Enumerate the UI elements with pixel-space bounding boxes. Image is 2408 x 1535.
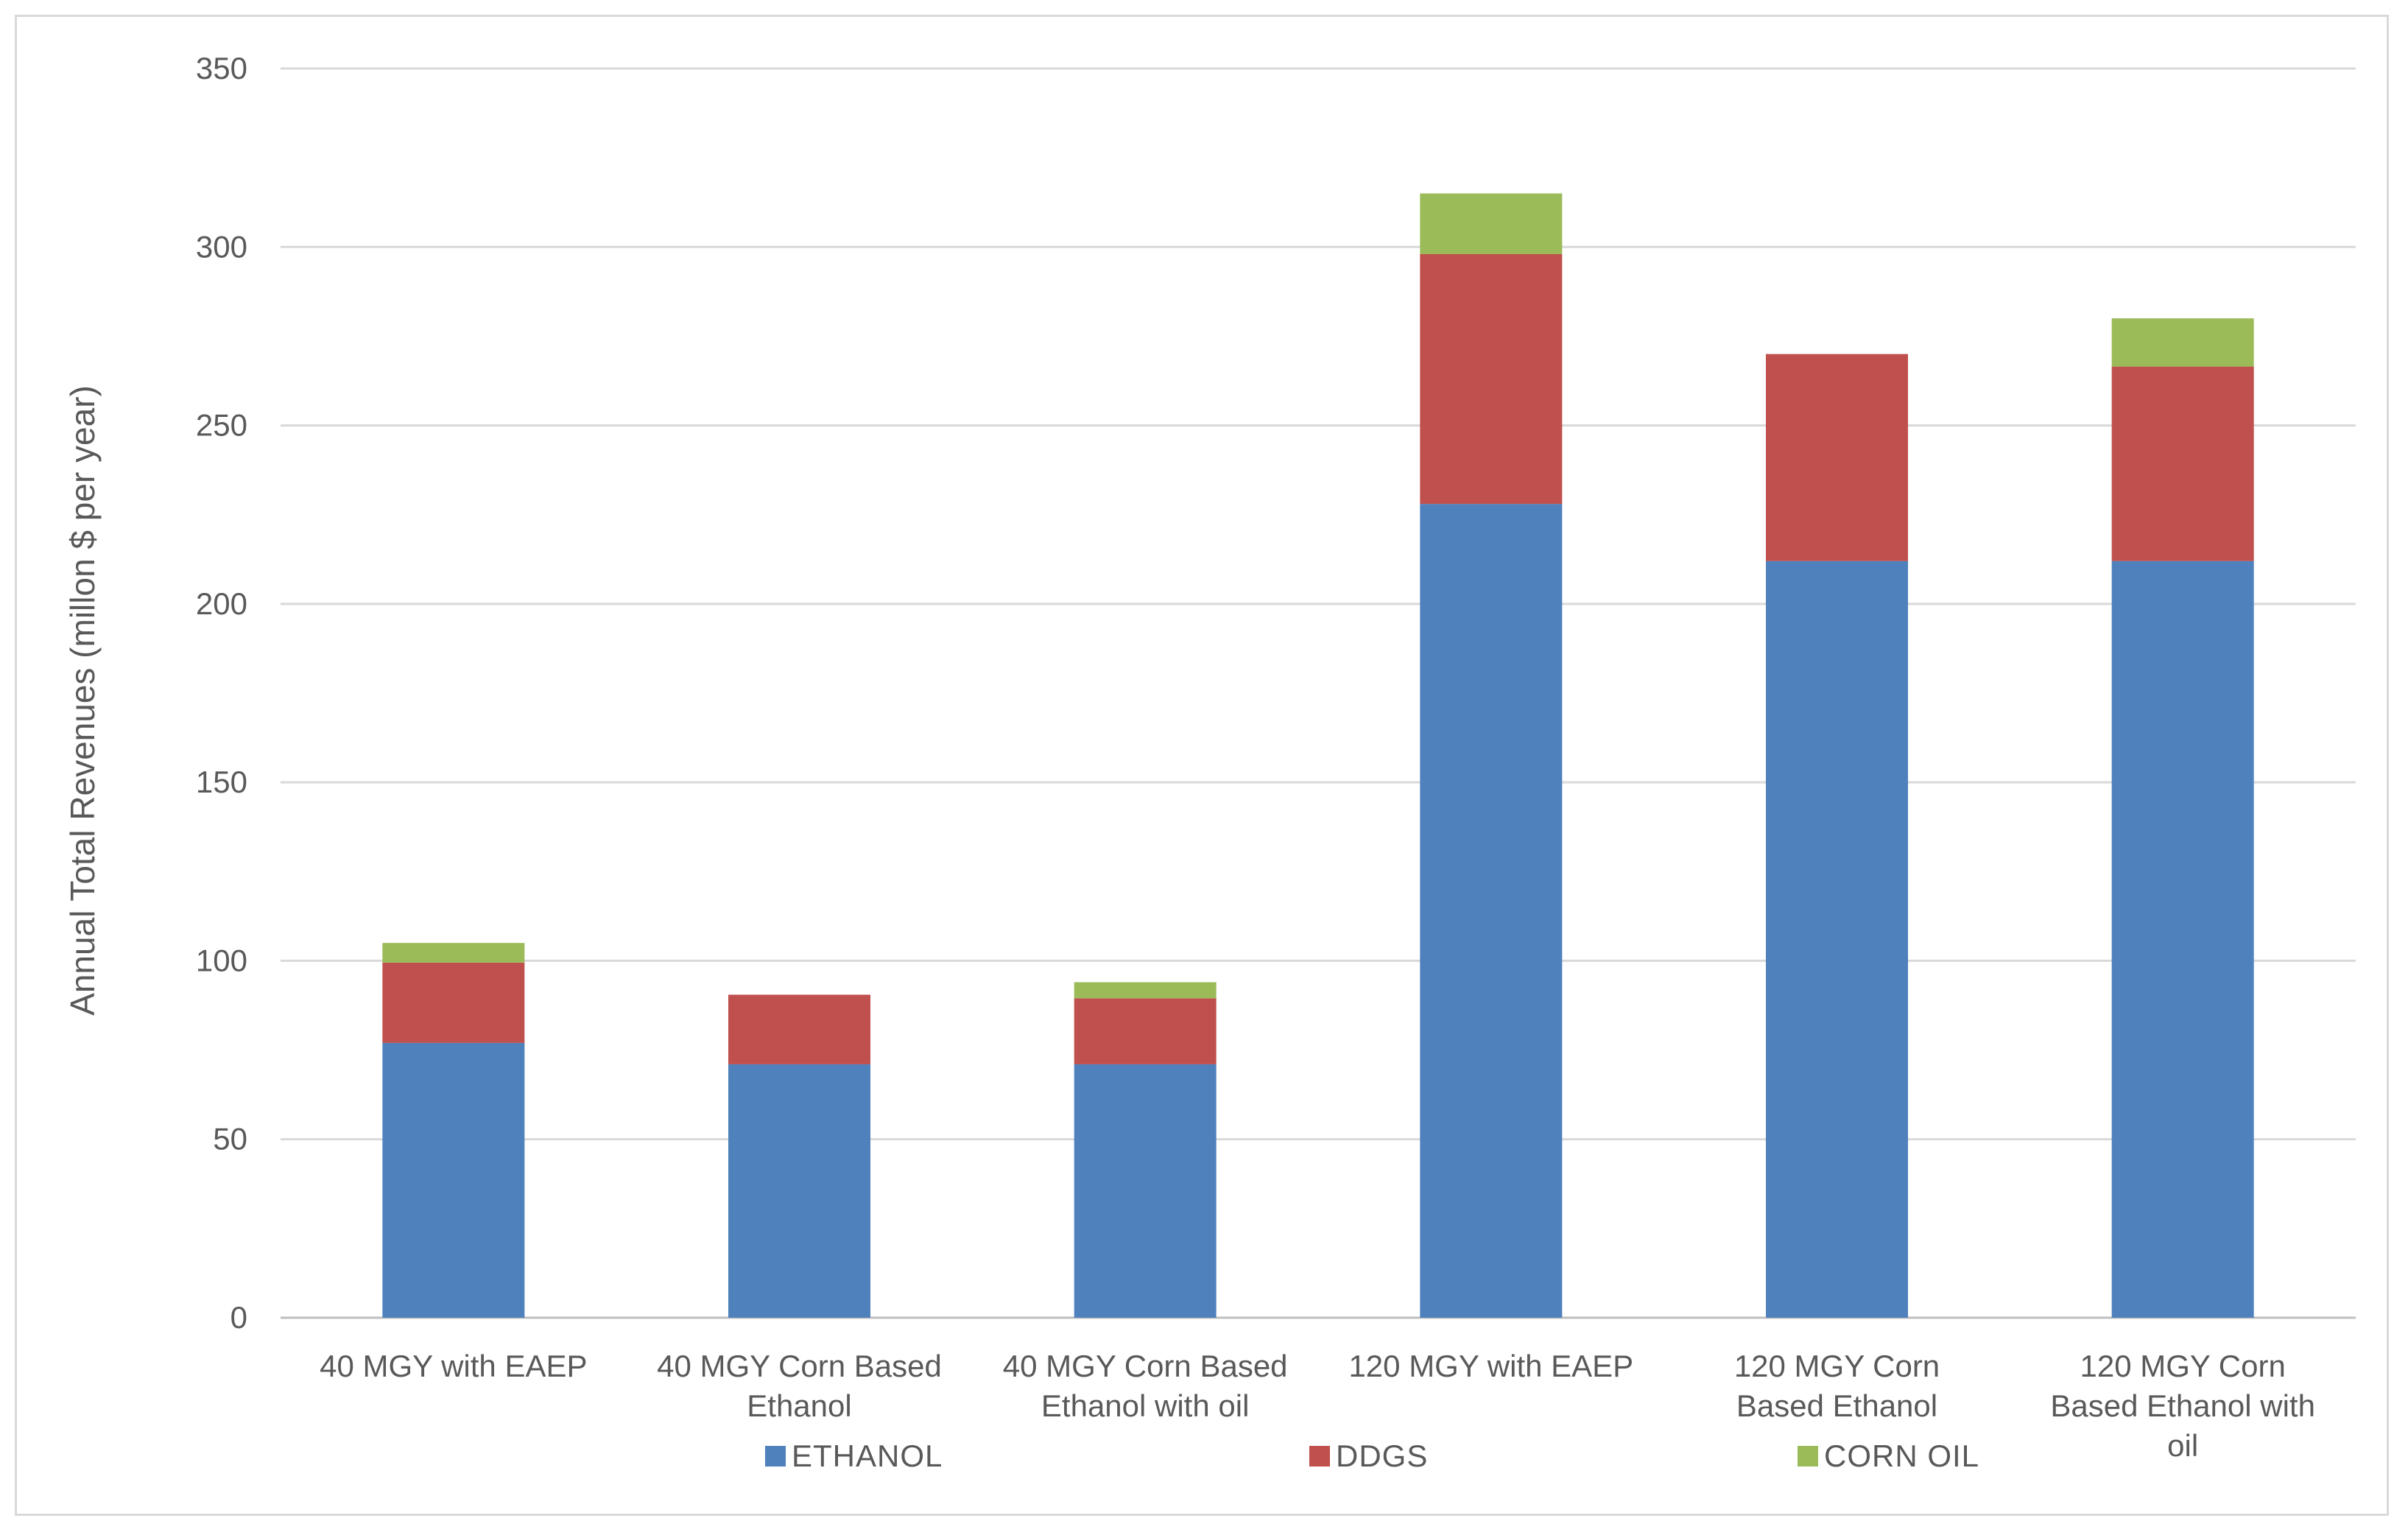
legend-swatch — [1798, 1446, 1818, 1466]
bar-ddgs — [1420, 253, 1563, 505]
bar-ddgs — [2111, 366, 2254, 561]
x-category-label: 40 MGY Corn Based — [657, 1349, 942, 1383]
legend-label: DDGS — [1336, 1439, 1428, 1473]
y-axis-ticks: 0 50 100 150 200 250 300 350 — [196, 51, 247, 1335]
y-tick-label: 200 — [196, 586, 247, 621]
bar-ddgs — [1074, 998, 1217, 1064]
bar-ethanol — [382, 1042, 525, 1318]
gridlines — [281, 67, 2356, 1319]
y-tick-label: 350 — [196, 51, 247, 85]
x-axis-categories: 40 MGY with EAEP 40 MGY Corn Based Ethanol… — [320, 1349, 2315, 1463]
x-category-label: Based Ethanol with — [2050, 1388, 2315, 1423]
legend-label: CORN OIL — [1824, 1439, 1979, 1473]
bar-ddgs — [382, 962, 525, 1043]
bar-corn-oil — [1074, 982, 1217, 999]
bar-ethanol — [1074, 1064, 1217, 1318]
bar-ethanol — [728, 1064, 870, 1318]
bar-ethanol — [1420, 504, 1563, 1318]
chart-frame: 0 50 100 150 200 250 300 350 40 MGY with EAEP 40… — [15, 15, 2389, 1516]
bar-ddgs — [728, 994, 870, 1064]
y-tick-label: 150 — [196, 765, 247, 799]
y-tick-label: 50 — [213, 1122, 247, 1156]
bar-ethanol — [2111, 561, 2254, 1318]
y-tick-label: 250 — [196, 408, 247, 443]
legend-label: ETHANOL — [792, 1439, 943, 1473]
legend-swatch — [1309, 1446, 1330, 1466]
legend-swatch — [765, 1446, 786, 1466]
bar-corn-oil — [1420, 193, 1563, 254]
x-category-label: 40 MGY Corn Based — [1003, 1349, 1288, 1383]
x-category-label: Based Ethanol — [1736, 1388, 1937, 1423]
bar-corn-oil — [382, 943, 525, 963]
y-tick-label: 300 — [196, 229, 247, 264]
x-category-label: 120 MGY Corn — [2080, 1349, 2285, 1383]
x-category-label: 120 MGY with EAEP — [1348, 1349, 1633, 1383]
bar-ethanol — [1766, 561, 1908, 1318]
bar-corn-oil — [2111, 318, 2254, 367]
y-tick-label: 100 — [196, 943, 247, 977]
y-tick-label: 0 — [230, 1300, 247, 1335]
x-category-label: 120 MGY Corn — [1734, 1349, 1940, 1383]
x-category-label: 40 MGY with EAEP — [320, 1349, 587, 1383]
legend: ETHANOL DDGS CORN OIL — [765, 1439, 1979, 1473]
x-category-label: oil — [2167, 1428, 2198, 1463]
y-axis-title: Annual Total Revenues (millon $ per year… — [63, 385, 102, 1016]
x-category-label: Ethanol with oil — [1041, 1388, 1250, 1423]
bars — [382, 193, 2254, 1318]
bar-ddgs — [1766, 354, 1908, 561]
x-category-label: Ethanol — [747, 1388, 851, 1423]
